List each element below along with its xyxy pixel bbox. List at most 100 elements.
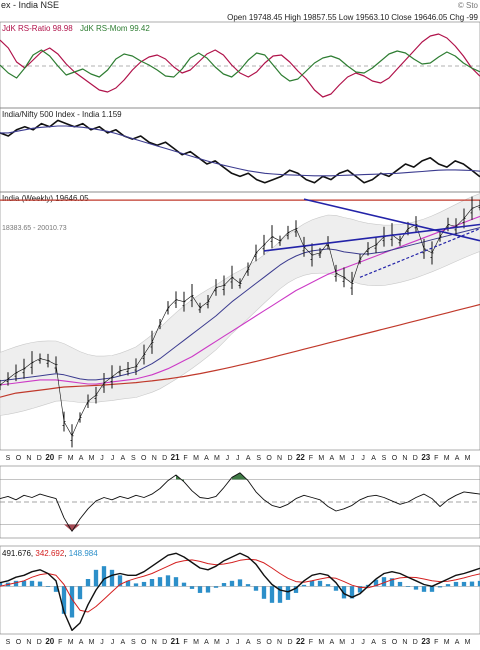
axis2-tick-label: M: [318, 639, 324, 646]
macd-line: [0, 552, 480, 631]
macd-histogram-bar: [165, 575, 171, 587]
macd-histogram-bar: [133, 583, 139, 587]
macd-histogram-bar: [101, 566, 107, 587]
axis2-tick-label: S: [6, 639, 11, 646]
channel-line: [263, 223, 480, 252]
axis2-tick-label: A: [79, 639, 84, 646]
macd-signal-line: [0, 558, 480, 613]
rel-panel-frame: [0, 107, 480, 193]
axis-tick-label: M: [339, 455, 345, 462]
macd-histogram-bar: [317, 580, 323, 587]
axis-tick-label: A: [246, 455, 251, 462]
macd-histogram-bar: [77, 586, 83, 600]
rrg-ratio-label: JdK RS-Ratio 98.98: [2, 24, 73, 33]
axis-tick-label: S: [131, 455, 136, 462]
axis-tick-label: J: [351, 455, 355, 462]
axis2-tick-label: A: [121, 639, 126, 646]
time-axis-bottom: S O N D 20 F M A M J J A S O N D 21 F M A M J J A S O N D 22 F M A M J J A S…: [6, 637, 471, 646]
price-label: India (Weekly) 19646.05: [2, 194, 89, 203]
macd-histogram-bar: [325, 584, 331, 587]
axis2-tick-label: O: [266, 639, 272, 646]
price-panel-frame: [0, 191, 480, 451]
axis2-tick-label: J: [100, 639, 104, 646]
axis2-tick-label: D: [37, 639, 42, 646]
macd-histogram-bar: [13, 580, 19, 587]
axis2-tick-label: A: [204, 639, 209, 646]
axis-tick-label: M: [89, 455, 95, 462]
macd-histogram-bar: [189, 586, 195, 589]
macd-histogram-bar: [0, 582, 3, 587]
rrg-series-line-2: [0, 49, 480, 82]
macd-label: 491.676, 342.692, 148.984: [2, 549, 98, 558]
axis2-tick-label: M: [89, 639, 95, 646]
macd-histogram-bar: [477, 580, 480, 587]
axis2-tick-label: A: [329, 639, 334, 646]
rel-label: India/Nifty 500 Index - India 1.159: [2, 110, 122, 119]
macd-histogram-bar: [85, 579, 91, 587]
axis2-tick-label: D: [287, 639, 292, 646]
macd-histogram-bar: [237, 579, 243, 587]
macd-histogram-bar: [173, 577, 179, 587]
macd-histogram-bar: [389, 578, 395, 587]
axis-tick-label: S: [256, 455, 261, 462]
price-panel: India (Weekly) 19646.05 18383.65 - 20010…: [0, 191, 480, 451]
macd-histogram-bar: [261, 586, 267, 599]
axis-tick-label: A: [455, 455, 460, 462]
macd-histogram-bar: [341, 586, 347, 599]
macd-histogram-bar: [437, 586, 443, 588]
axis2-tick-label: N: [277, 639, 282, 646]
macd-histogram-bar: [221, 583, 227, 587]
macd-histogram-bar: [181, 582, 187, 587]
axis2-tick-label: O: [141, 639, 147, 646]
watermark: © Sto: [458, 1, 479, 10]
macd-histogram-bar: [349, 586, 355, 599]
axis-tick-label: M: [465, 455, 471, 462]
macd-histogram-bar: [293, 586, 299, 593]
axis2-tick-label: D: [162, 639, 167, 646]
macd-histogram-bar: [45, 586, 51, 587]
axis2-tick-label: S: [131, 639, 136, 646]
macd-histogram-bar: [205, 586, 211, 593]
axis-tick-label: J: [361, 455, 365, 462]
macd-histogram-bar: [421, 586, 427, 592]
macd-histogram-bar: [141, 581, 147, 587]
rel-series-line-2: [0, 125, 480, 177]
axis2-tick-label: A: [246, 639, 251, 646]
axis2-tick-label: N: [26, 639, 31, 646]
macd-histogram-bar: [269, 586, 275, 603]
time-axis: S O N D 20 F M A M J J A S O N D 21 F M A M J J A S O N D 22 F M A M J J A S…: [6, 453, 471, 462]
relative-strength-panel: India/Nifty 500 Index - India 1.159: [0, 107, 480, 193]
macd-histogram-bar: [253, 586, 259, 591]
rrg-series-line-1: [0, 33, 480, 98]
macd-histogram-bar: [381, 577, 387, 587]
axis2-tick-label: J: [351, 639, 355, 646]
axis-tick-label: O: [141, 455, 147, 462]
osc-oversold-fill: [72, 524, 80, 532]
macd-histogram-bar: [333, 586, 339, 591]
axis-tick-label: A: [121, 455, 126, 462]
rel-series-line-1: [0, 119, 480, 184]
ma3-line: [0, 303, 480, 398]
axis2-tick-label: F: [58, 639, 62, 646]
axis-tick-label: O: [266, 455, 272, 462]
macd-histogram-bar: [61, 586, 67, 614]
axis2-tick-label: O: [392, 639, 398, 646]
axis2-tick-label: A: [371, 639, 376, 646]
axis-tick-label: D: [287, 455, 292, 462]
axis-tick-label: J: [226, 455, 230, 462]
band-label: 18383.65 - 20010.73: [2, 225, 67, 232]
ohlc-readout: Open 19748.45 High 19857.55 Low 19563.10…: [227, 13, 478, 22]
axis-tick-label: J: [111, 455, 115, 462]
macd-histogram-bar: [149, 579, 155, 587]
axis2-tick-label: M: [444, 639, 450, 646]
macd-histogram-bar: [197, 586, 203, 593]
axis-tick-label: A: [204, 455, 209, 462]
rrg-mom-label: JdK RS-Mom 99.42: [80, 24, 150, 33]
macd-histogram-bar: [285, 586, 291, 600]
axis2-tick-label: A: [455, 639, 460, 646]
macd-histogram-bar: [213, 586, 219, 588]
axis-tick-label: F: [434, 455, 438, 462]
ma2-line: [0, 215, 480, 386]
macd-histogram-bar: [397, 581, 403, 587]
axis2-tick-label: 22: [296, 637, 305, 646]
